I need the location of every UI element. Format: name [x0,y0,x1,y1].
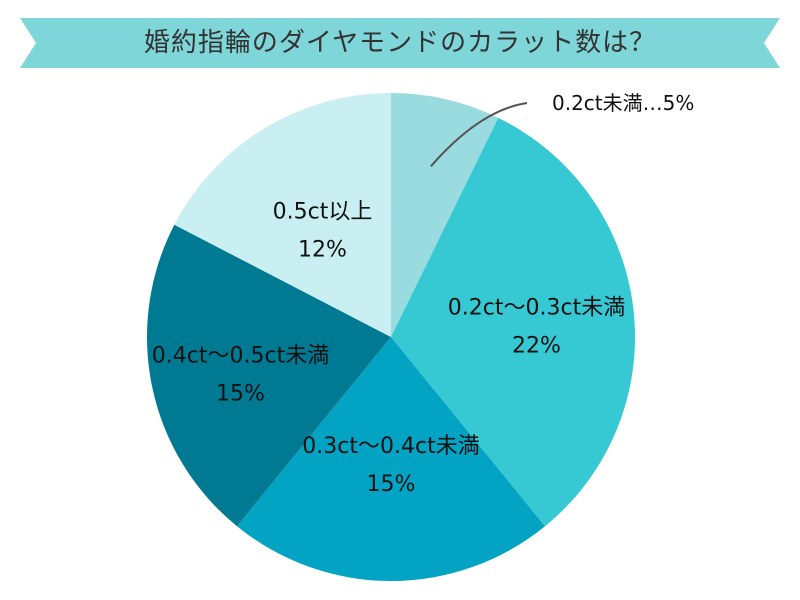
title-banner [20,18,780,68]
slice-percent-label: 12% [298,237,347,262]
pie-slices [147,93,635,582]
pie-slice [237,337,545,582]
slice-percent-label: 22% [512,333,561,358]
pie-labels: 0.2ct〜0.3ct未満 22% 0.3ct〜0.4ct未満 15% 0.4ct〜0.… [152,199,625,497]
slice-callout-label: 0.2ct未満…5% [552,91,694,115]
pie-slice [391,117,635,527]
slice-category-label: 0.2ct〜0.3ct未満 [448,295,625,320]
slice-category-label: 0.3ct〜0.4ct未満 [302,434,479,459]
slice-category-label: 0.4ct〜0.5ct未満 [152,343,329,368]
title-ribbon [20,18,780,68]
pie-callout: 0.2ct未満…5% [430,91,694,167]
pie-slice [174,93,391,337]
chart-title: 婚約指輪のダイヤモンドのカラット数は？ [143,28,657,58]
pie-slice [147,224,391,527]
slice-category-label: 0.5ct以上 [273,199,373,224]
pie-slice [391,93,499,337]
slice-percent-label: 15% [367,472,416,497]
slice-percent-label: 15% [216,381,265,406]
callout-leader-line [430,102,528,167]
